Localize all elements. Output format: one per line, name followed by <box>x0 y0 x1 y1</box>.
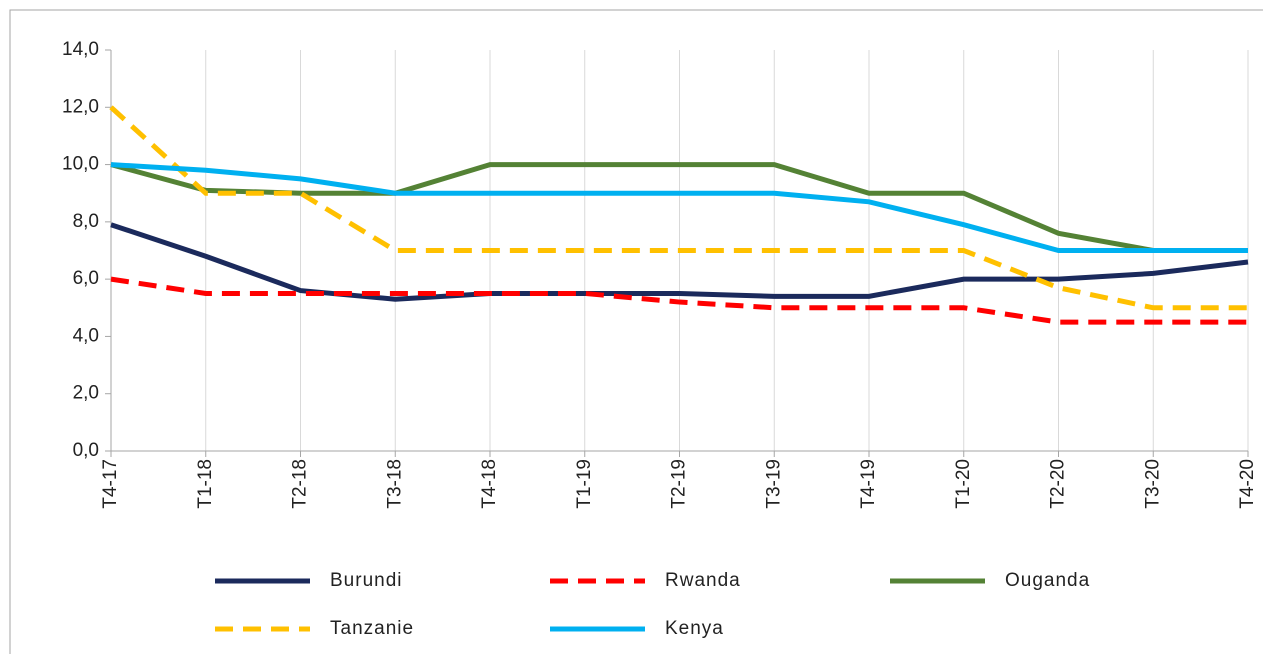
series-line <box>110 276 1248 325</box>
series-line <box>110 222 1249 302</box>
series-line <box>110 162 1248 253</box>
legend-label: Kenya <box>665 618 724 639</box>
legend-label: Ouganda <box>1005 570 1090 591</box>
y-tick-label: 12,0 <box>62 96 99 117</box>
x-tick-label: T4-20 <box>1237 459 1258 509</box>
legend-label: Tanzanie <box>330 618 414 639</box>
series-line <box>110 162 1248 253</box>
legend-label: Burundi <box>330 570 403 591</box>
y-tick-label: 0,0 <box>73 440 99 461</box>
chart-frame <box>9 9 1263 659</box>
x-tick-label: T3-20 <box>1142 459 1163 509</box>
x-tick-label: T1-20 <box>953 459 974 509</box>
x-tick-label: T2-18 <box>290 459 311 509</box>
legend-label: Rwanda <box>665 570 741 591</box>
x-tick-label: T4-18 <box>479 459 500 509</box>
y-tick-label: 6,0 <box>73 268 99 289</box>
y-tick-label: 2,0 <box>73 383 99 404</box>
x-tick-label: T4-19 <box>858 459 879 509</box>
x-tick-label: T1-18 <box>195 459 216 509</box>
series-line <box>109 105 1248 311</box>
y-tick-label: 4,0 <box>73 325 99 346</box>
y-tick-label: 10,0 <box>62 154 99 175</box>
x-tick-label: T4-17 <box>100 459 121 509</box>
x-tick-label: T2-19 <box>669 459 690 509</box>
x-tick-label: T2-20 <box>1048 459 1069 509</box>
y-tick-label: 14,0 <box>62 39 99 60</box>
x-tick-label: T1-19 <box>574 459 595 509</box>
x-tick-label: T3-19 <box>763 459 784 509</box>
x-tick-label: T3-18 <box>384 459 405 509</box>
y-tick-label: 8,0 <box>73 211 99 232</box>
